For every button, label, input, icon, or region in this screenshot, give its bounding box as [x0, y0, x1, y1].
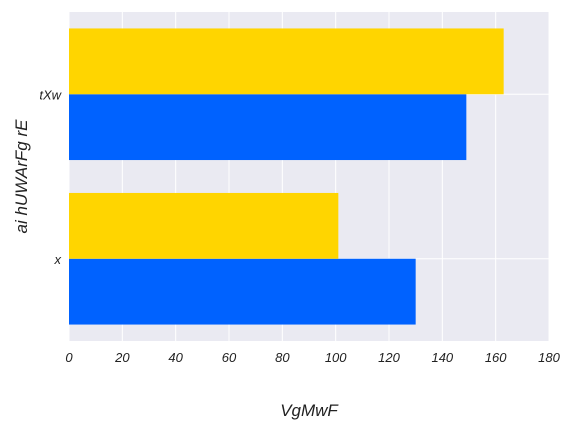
bar-x-series-1: [69, 258, 416, 325]
x-tick-label: 100: [325, 350, 347, 365]
x-tick-label: 0: [65, 350, 73, 365]
x-tick-label: 80: [275, 350, 290, 365]
x-tick-labels: 0 20 40 60 80 100 120 140 160 180: [65, 350, 560, 365]
x-tick-label: 120: [378, 350, 400, 365]
x-tick-label: 40: [168, 350, 183, 365]
bar-tXw-series-1: [69, 94, 467, 161]
x-tick-label: 60: [222, 350, 237, 365]
x-tick-label: 140: [431, 350, 453, 365]
x-tick-label: 180: [538, 350, 560, 365]
y-tick-labels: x tXw: [39, 87, 62, 267]
x-axis-label: VgMwF: [280, 401, 339, 420]
x-tick-label: 160: [485, 350, 507, 365]
y-tick-label: x: [54, 252, 62, 267]
x-tick-label: 20: [114, 350, 130, 365]
bars: [69, 28, 504, 325]
y-axis-label: ai hUWArFg rE: [12, 119, 31, 234]
y-tick-label: tXw: [39, 87, 62, 102]
bar-tXw-series-2: [69, 28, 504, 95]
bar-x-series-2: [69, 192, 339, 259]
